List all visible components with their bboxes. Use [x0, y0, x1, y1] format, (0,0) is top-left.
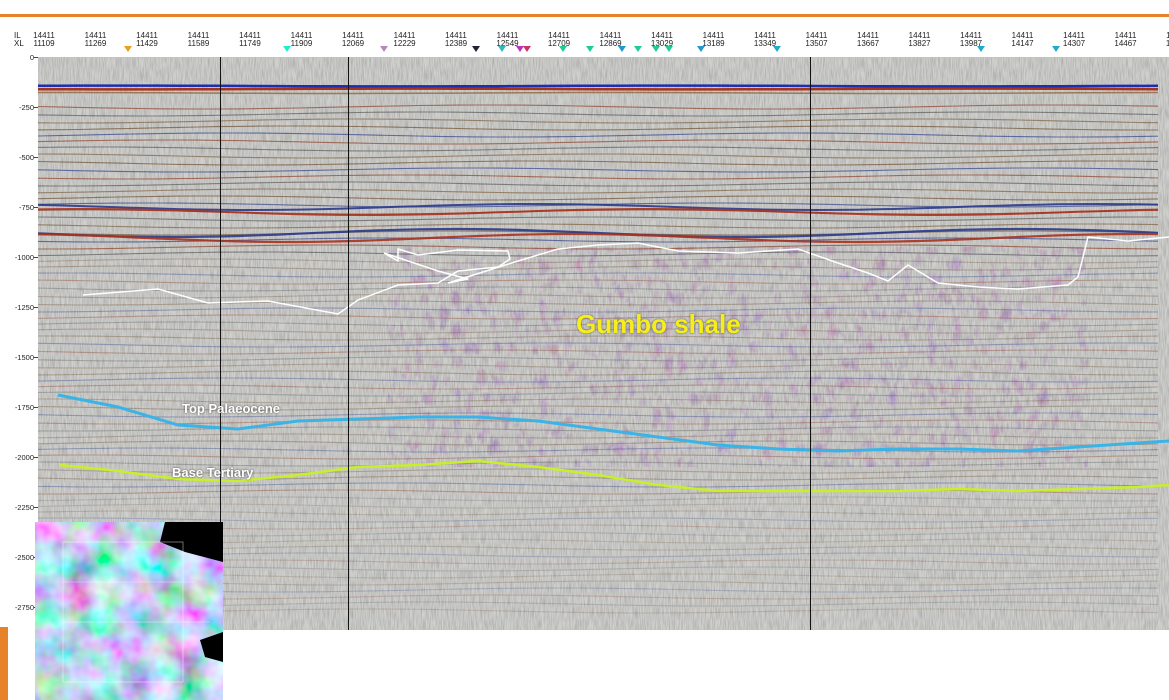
- left-accent-bar: [0, 17, 8, 700]
- y-tick-label: -250: [18, 103, 34, 112]
- well-marker-icon: [523, 46, 531, 52]
- tick-label: 14411 14147: [1011, 31, 1034, 48]
- tick-label: 14411 14307: [1062, 31, 1086, 48]
- well-line: [810, 57, 811, 630]
- well-marker-icon: [1052, 46, 1060, 52]
- well-marker-icon: [283, 46, 291, 52]
- tick-label: 14411 11749: [239, 31, 261, 48]
- well-marker-icon: [977, 46, 985, 52]
- tick-label: 1441114627: [1165, 31, 1169, 48]
- tick-label: 14411 14467: [1114, 31, 1137, 48]
- well-marker-icon: [472, 46, 480, 52]
- gumbo-shale-label: Gumbo shale: [576, 309, 741, 339]
- well-marker-icon: [498, 46, 506, 52]
- y-tick-label: -1500: [14, 353, 34, 362]
- top-bar: [0, 0, 1169, 17]
- y-tick-label: -1250: [14, 303, 34, 312]
- well-marker-icon: [516, 46, 524, 52]
- well-marker-icon: [634, 46, 642, 52]
- y-tick-label: -750: [18, 203, 34, 212]
- tick-label: 14411 13029: [650, 31, 674, 48]
- axis-header: IL XL 14411 11109 14411 11269 14411 11429 1441…: [0, 17, 1169, 57]
- seismic-section: Gumbo shale Top Palaeocene Base Tertiary: [38, 57, 1169, 630]
- y-tick-label: -500: [18, 153, 34, 162]
- well-marker-icon: [652, 46, 660, 52]
- well-marker-icon: [586, 46, 594, 52]
- y-tick-label: -2000: [14, 453, 34, 462]
- well-marker-icon: [618, 46, 626, 52]
- tick-label: 14411 13667: [856, 31, 880, 48]
- well-line: [348, 57, 349, 630]
- tick-label: 14411 13189: [702, 31, 725, 48]
- tick-label: 14411 11589: [187, 31, 210, 48]
- seismic-image: [38, 57, 1169, 630]
- y-axis: 0 -250 -500 -750 -1000 -1250 -1500 -1750 -2000 -2…: [0, 53, 38, 637]
- tick-label: 14411 13349: [753, 31, 777, 48]
- tick-label: 14411 12549: [496, 31, 519, 48]
- well-line: [220, 57, 221, 630]
- il-label: IL: [14, 31, 21, 40]
- tick-label: 14411 11429: [136, 31, 158, 48]
- y-tick-label: -2750: [14, 603, 34, 612]
- map-image: [35, 522, 223, 700]
- base-tertiary-label: Base Tertiary: [172, 465, 254, 480]
- tick-label: 14411 12389: [444, 31, 468, 48]
- tick-label: 14411 11909: [290, 31, 313, 48]
- tick-label: 14411 12709: [547, 31, 571, 48]
- tick-label: 14411 13507: [805, 31, 828, 48]
- well-marker-icon: [559, 46, 567, 52]
- tick-label: 14411 12069: [341, 31, 365, 48]
- accent-stripe: [0, 14, 1169, 17]
- y-tick-label: -1000: [14, 253, 34, 262]
- y-tick-label: 0: [29, 53, 34, 62]
- tick-label: 14411 12229: [393, 31, 416, 48]
- well-marker-icon: [773, 46, 781, 52]
- base-tertiary-horizon: [59, 459, 1169, 493]
- well-marker-icon: [124, 46, 132, 52]
- tick-label: 14411 11109: [33, 31, 55, 48]
- well-marker-icon: [380, 46, 388, 52]
- well-marker-icon: [665, 46, 673, 52]
- xl-label: XL: [14, 39, 24, 48]
- tick-label: 14411 12869: [599, 31, 622, 48]
- tick-label: 14411 13827: [908, 31, 931, 48]
- top-palaeocene-horizon: [57, 393, 1169, 453]
- y-tick-label: -1750: [14, 403, 34, 412]
- tick-label: 14411 13987: [959, 31, 983, 48]
- well-marker-icon: [697, 46, 705, 52]
- gumbo-outline: [82, 236, 1169, 315]
- tick-label: 14411 11269: [84, 31, 107, 48]
- inset-map: [35, 522, 223, 700]
- y-tick-label: -2500: [14, 553, 34, 562]
- y-tick-label: -2250: [14, 503, 34, 512]
- top-palaeocene-label: Top Palaeocene: [182, 401, 281, 416]
